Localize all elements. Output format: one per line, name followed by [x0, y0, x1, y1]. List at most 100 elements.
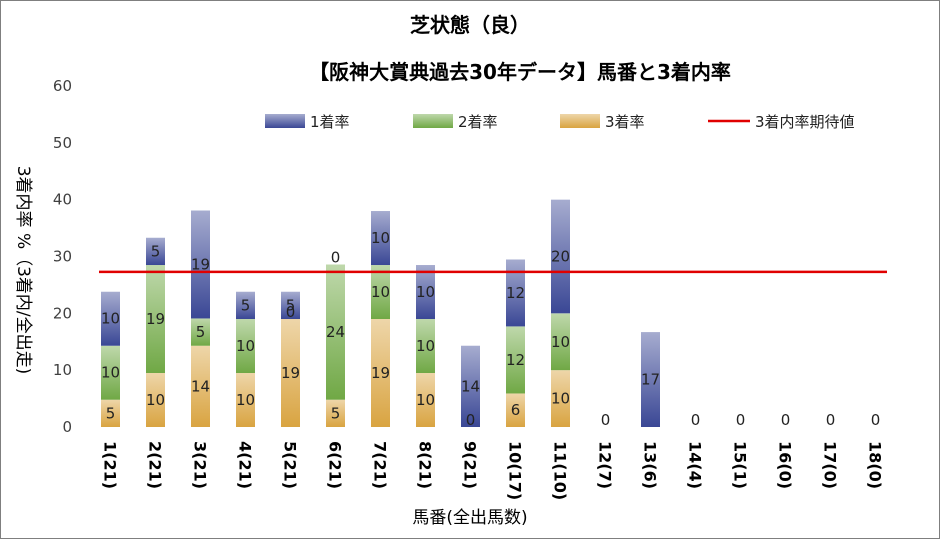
- bar-segment: [416, 265, 435, 320]
- x-tick-label: 3(21): [191, 441, 210, 489]
- x-tick-label: 2(21): [146, 441, 165, 489]
- data-labels: 5101010195145191010519055240191010101010…: [101, 229, 880, 429]
- x-tick-label: 1(21): [101, 441, 120, 489]
- bar-segment: [371, 319, 390, 427]
- y-tick-label: 20: [53, 304, 72, 322]
- data-label: 14: [191, 377, 210, 395]
- x-tick-label: 4(21): [236, 441, 255, 489]
- bar-segment: [641, 332, 660, 427]
- data-label: 10: [416, 283, 435, 301]
- data-label: 0: [601, 411, 611, 429]
- y-tick-label: 60: [53, 77, 72, 95]
- bar-segment: [326, 264, 345, 400]
- bar-segment: [506, 393, 525, 427]
- data-label: 19: [146, 310, 165, 328]
- data-label: 5: [286, 296, 296, 314]
- x-tick-label: 12(7): [596, 441, 615, 489]
- data-label: 19: [371, 364, 390, 382]
- x-axis: 1(21) 2(21) 3(21) 4(21) 5(21) 6(21) 7(21) 8(21)…: [101, 441, 885, 500]
- bar-segment: [461, 345, 480, 427]
- bar-segment: [551, 313, 570, 371]
- x-tick-label: 17(0): [821, 441, 840, 489]
- data-label: 12: [506, 284, 525, 302]
- bar-segment: [371, 211, 390, 266]
- bar-segment: [326, 399, 345, 427]
- legend: 1着率 2着率 3着率 3着内率期待値: [265, 113, 855, 131]
- data-label: 10: [101, 364, 120, 382]
- data-label: 0: [331, 248, 341, 266]
- bar-segment: [506, 259, 525, 327]
- bar-segment: [191, 345, 210, 427]
- data-label: 10: [551, 390, 570, 408]
- x-tick-label: 15(1): [731, 441, 750, 489]
- data-label: 10: [416, 391, 435, 409]
- bar-segment: [281, 319, 300, 427]
- legend-swatch: [265, 114, 305, 128]
- x-tick-label: 11(10): [551, 441, 570, 500]
- data-label: 10: [371, 229, 390, 247]
- data-label: 0: [691, 411, 701, 429]
- x-tick-label: 9(21): [461, 441, 480, 489]
- data-label: 24: [326, 323, 345, 341]
- data-label: 19: [281, 364, 300, 382]
- data-label: 5: [196, 323, 206, 341]
- x-tick-label: 8(21): [416, 441, 435, 489]
- chart-subtitle: 【阪神大賞典過去30年データ】馬番と3着内率: [309, 60, 731, 84]
- data-label: 5: [241, 296, 251, 314]
- data-label: 5: [331, 404, 341, 422]
- data-label: 10: [101, 310, 120, 328]
- x-tick-label: 18(0): [866, 441, 885, 489]
- data-label: 10: [416, 337, 435, 355]
- chart-title: 芝状態（良）: [410, 13, 530, 37]
- bar-segment: [146, 265, 165, 374]
- legend-swatch: [413, 114, 453, 128]
- bar-segment: [236, 319, 255, 374]
- bar-segment: [101, 345, 120, 400]
- data-label: 0: [286, 303, 296, 321]
- data-label: 14: [461, 377, 480, 395]
- data-label: 5: [106, 404, 116, 422]
- legend-label: 3着内率期待値: [755, 113, 855, 131]
- data-label: 10: [371, 283, 390, 301]
- bar-segment: [191, 318, 210, 346]
- data-label: 12: [506, 351, 525, 369]
- legend-label: 3着率: [605, 113, 645, 131]
- y-tick-label: 0: [62, 418, 72, 436]
- bar-segment: [371, 265, 390, 320]
- data-label: 19: [191, 255, 210, 273]
- bar-segment: [551, 199, 570, 314]
- data-label: 0: [826, 411, 836, 429]
- bar-segment: [416, 373, 435, 427]
- bar-segment: [146, 237, 165, 266]
- y-tick-label: 10: [53, 361, 72, 379]
- legend-label: 1着率: [310, 113, 350, 131]
- x-axis-title: 馬番(全出馬数): [412, 508, 527, 528]
- x-tick-label: 14(4): [686, 441, 705, 489]
- x-tick-label: 6(21): [326, 441, 345, 489]
- bar-segment: [236, 291, 255, 320]
- x-tick-label: 16(0): [776, 441, 795, 489]
- data-label: 0: [871, 411, 881, 429]
- y-axis-title: 3着内率 %（3着内/全出走): [13, 166, 33, 375]
- bar-segment: [101, 291, 120, 346]
- legend-swatch: [560, 114, 600, 128]
- bar-segment: [101, 399, 120, 427]
- bar-segment: [146, 373, 165, 427]
- data-label: 6: [511, 401, 521, 419]
- legend-label: 2着率: [458, 113, 498, 131]
- data-label: 17: [641, 371, 660, 389]
- bars: [101, 199, 660, 427]
- data-label: 0: [736, 411, 746, 429]
- y-tick-label: 40: [53, 191, 72, 209]
- bar-segment: [281, 291, 300, 320]
- x-tick-label: 13(6): [641, 441, 660, 489]
- x-tick-label: 7(21): [371, 441, 390, 489]
- data-label: 10: [146, 391, 165, 409]
- data-label: 5: [151, 242, 161, 260]
- data-label: 10: [236, 391, 255, 409]
- data-label: 20: [551, 248, 570, 266]
- bar-segment: [236, 373, 255, 427]
- x-tick-label: 10(17): [506, 441, 525, 500]
- bar-segment: [416, 319, 435, 374]
